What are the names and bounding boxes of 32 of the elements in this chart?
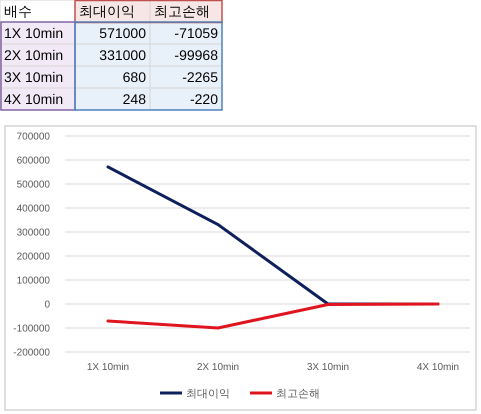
x-tick-label: 4X 10min xyxy=(416,362,460,373)
y-tick-label: 100000 xyxy=(16,276,50,286)
x-tick-label: 1X 10min xyxy=(86,362,130,373)
text: 571000 xyxy=(99,25,146,41)
y-tick-label: 600000 xyxy=(16,156,50,166)
y-tick-label: 200000 xyxy=(16,252,50,262)
y-tick-label: 500000 xyxy=(16,180,50,190)
text: 최대이익 xyxy=(79,3,135,19)
text: 248 xyxy=(122,91,146,107)
text: -220 xyxy=(190,91,218,107)
text: 배수 xyxy=(4,3,32,19)
text: -71059 xyxy=(174,25,218,41)
text: -2265 xyxy=(182,69,218,85)
text: 680 xyxy=(122,69,146,85)
text: 331000 xyxy=(99,47,146,63)
x-tick-label: 2X 10min xyxy=(196,362,240,373)
text: 4X 10min xyxy=(4,91,64,107)
text: 1X 10min xyxy=(4,25,64,41)
text: -99968 xyxy=(174,47,218,63)
text: 2X 10min xyxy=(4,47,64,63)
text: 최고손해 xyxy=(154,3,210,19)
line-series xyxy=(106,302,440,330)
legend-label: 최고손해 xyxy=(276,388,320,400)
y-tick-label: 0 xyxy=(44,300,50,310)
legend-label: 최대이익 xyxy=(186,388,230,400)
y-tick-label: 300000 xyxy=(16,228,50,238)
y-tick-label: 400000 xyxy=(16,204,50,214)
y-tick-label: -200000 xyxy=(13,348,50,358)
text: 3X 10min xyxy=(4,69,64,85)
y-tick-label: -100000 xyxy=(13,324,50,334)
y-tick-label: 700000 xyxy=(16,132,50,142)
x-tick-label: 3X 10min xyxy=(306,362,350,373)
